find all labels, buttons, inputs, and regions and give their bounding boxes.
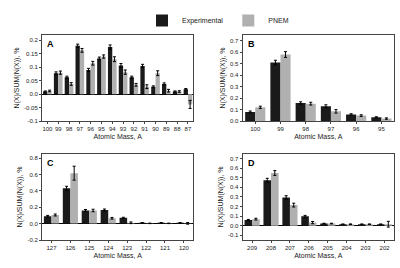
svg-text:98: 98 <box>66 126 73 132</box>
svg-text:0.7: 0.7 <box>230 38 239 44</box>
svg-text:95: 95 <box>98 126 105 132</box>
svg-text:204: 204 <box>342 245 353 251</box>
svg-text:0.2: 0.2 <box>29 204 38 210</box>
svg-text:0.0: 0.0 <box>29 221 38 227</box>
svg-text:Atomic Mass, A: Atomic Mass, A <box>294 252 343 259</box>
svg-text:123: 123 <box>122 245 133 251</box>
svg-text:0.8: 0.8 <box>29 155 38 161</box>
svg-text:120: 120 <box>179 245 190 251</box>
svg-text:92: 92 <box>131 126 138 132</box>
svg-text:0.2: 0.2 <box>230 204 239 210</box>
svg-text:0.1: 0.1 <box>230 107 239 113</box>
svg-text:98: 98 <box>302 126 309 132</box>
svg-text:0.0: 0.0 <box>29 91 38 97</box>
svg-text:202: 202 <box>380 245 391 251</box>
svg-text:Atomic Mass, A: Atomic Mass, A <box>94 133 143 140</box>
svg-text:Experimental: Experimental <box>182 17 223 25</box>
svg-text:0.4: 0.4 <box>230 72 239 78</box>
svg-text:N(X)/SUM(N(X)), %: N(X)/SUM(N(X)), % <box>219 48 227 109</box>
svg-text:C: C <box>47 158 54 168</box>
svg-text:N(X)/SUM(N(X)), %: N(X)/SUM(N(X)), % <box>13 48 21 109</box>
svg-text:206: 206 <box>304 245 315 251</box>
svg-text:125: 125 <box>84 245 95 251</box>
svg-text:0.0: 0.0 <box>230 223 239 229</box>
svg-text:121: 121 <box>160 245 171 251</box>
svg-text:97: 97 <box>328 126 335 132</box>
svg-text:90: 90 <box>152 126 159 132</box>
svg-text:0.3: 0.3 <box>230 194 239 200</box>
svg-text:-0.2: -0.2 <box>27 237 38 243</box>
svg-text:0.3: 0.3 <box>230 84 239 90</box>
svg-text:203: 203 <box>361 245 372 251</box>
svg-text:99: 99 <box>55 126 62 132</box>
svg-text:D: D <box>248 158 255 168</box>
svg-text:88: 88 <box>174 126 181 132</box>
svg-text:0.6: 0.6 <box>230 49 239 55</box>
svg-text:208: 208 <box>266 245 277 251</box>
svg-text:127: 127 <box>46 245 57 251</box>
svg-text:99: 99 <box>277 126 284 132</box>
svg-text:0.2: 0.2 <box>29 37 38 43</box>
svg-text:-0.1: -0.1 <box>228 232 239 238</box>
svg-text:95: 95 <box>378 126 385 132</box>
svg-text:0.2: 0.2 <box>230 95 239 101</box>
svg-text:0.1: 0.1 <box>29 64 38 70</box>
svg-text:N(X)/SUM(N(X)), %: N(X)/SUM(N(X)), % <box>217 166 225 227</box>
svg-text:97: 97 <box>76 126 83 132</box>
svg-text:205: 205 <box>323 245 334 251</box>
svg-text:A: A <box>47 39 54 49</box>
svg-text:126: 126 <box>65 245 76 251</box>
svg-text:0.6: 0.6 <box>230 165 239 171</box>
svg-text:0.05: 0.05 <box>26 78 38 84</box>
svg-text:0.6: 0.6 <box>29 172 38 178</box>
svg-text:207: 207 <box>285 245 296 251</box>
svg-text:100: 100 <box>42 126 53 132</box>
svg-text:0.4: 0.4 <box>230 184 239 190</box>
svg-text:91: 91 <box>141 126 148 132</box>
svg-text:96: 96 <box>353 126 360 132</box>
svg-text:122: 122 <box>141 245 152 251</box>
svg-text:0.5: 0.5 <box>230 61 239 67</box>
svg-text:0.15: 0.15 <box>26 51 38 57</box>
svg-text:0.4: 0.4 <box>29 188 38 194</box>
svg-text:-0.05: -0.05 <box>24 105 38 111</box>
svg-text:100: 100 <box>250 126 261 132</box>
svg-text:Atomic Mass, A: Atomic Mass, A <box>94 252 143 259</box>
svg-text:209: 209 <box>247 245 258 251</box>
svg-text:0.7: 0.7 <box>230 156 239 162</box>
svg-text:N(X)/SUM(N(X)), %: N(X)/SUM(N(X)), % <box>17 166 25 227</box>
svg-text:0.5: 0.5 <box>230 175 239 181</box>
svg-text:94: 94 <box>109 126 116 132</box>
svg-text:0.0: 0.0 <box>230 118 239 124</box>
svg-text:89: 89 <box>163 126 170 132</box>
svg-text:0.1: 0.1 <box>230 213 239 219</box>
svg-text:B: B <box>248 39 255 49</box>
svg-text:-0.1: -0.1 <box>27 118 38 124</box>
svg-text:Atomic Mass, A: Atomic Mass, A <box>294 133 343 140</box>
svg-text:124: 124 <box>103 245 114 251</box>
svg-text:PNEM: PNEM <box>268 17 288 24</box>
svg-text:87: 87 <box>185 126 192 132</box>
svg-text:93: 93 <box>120 126 127 132</box>
svg-text:96: 96 <box>87 126 94 132</box>
